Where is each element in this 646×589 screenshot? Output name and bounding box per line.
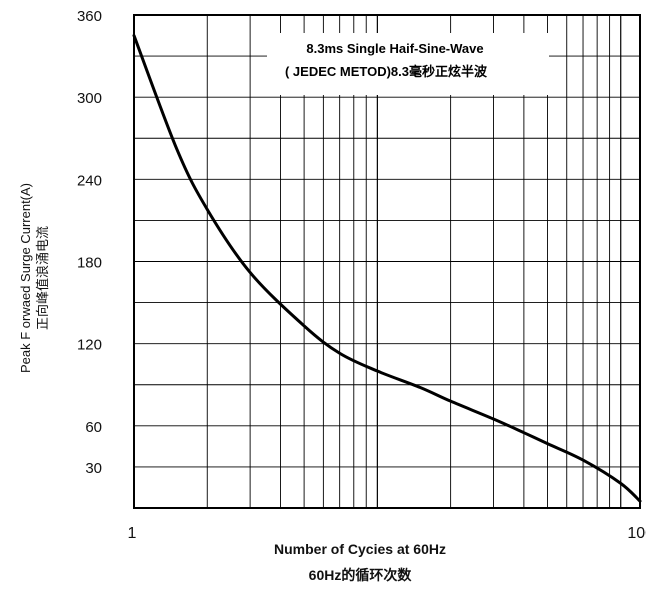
y-tick-label: 360 <box>77 8 102 25</box>
x-tick-labels: 1 100 <box>128 525 646 542</box>
y-tick-label: 300 <box>77 90 102 107</box>
plot-frame <box>133 14 641 509</box>
x-tick-label: 100 <box>627 525 646 542</box>
y-tick-label: 240 <box>77 172 102 189</box>
y-tick-label: 120 <box>77 337 102 354</box>
y-axis-label: Peak F orwaed Surge Current(A) 正向峰值浪涌电流 <box>6 128 62 428</box>
grid-lines <box>134 15 640 508</box>
y-tick-label: 60 <box>85 419 102 436</box>
chart-title-line-1: 8.3ms Single Haif-Sine-Wave <box>306 41 483 56</box>
chart-title-line-2: ( JEDEC METOD)8.3毫秒正炫半波 <box>285 64 488 79</box>
y-tick-label: 180 <box>77 255 102 272</box>
y-tick-labels: 30 60 120 180 240 300 360 <box>77 8 102 477</box>
y-tick-label: 30 <box>85 460 102 477</box>
x-tick-label: 1 <box>128 525 137 542</box>
x-axis-label-line-1: Number of Cycies at 60Hz <box>274 541 446 557</box>
x-axis-label-line-2: 60Hz的循环次数 <box>308 567 412 583</box>
y-axis-label-line-1: Peak F orwaed Surge Current(A) <box>18 182 33 374</box>
chart-title-box: 8.3ms Single Haif-Sine-Wave ( JEDEC METO… <box>267 33 549 95</box>
y-axis-label-line-2: 正向峰值浪涌电流 <box>35 226 50 331</box>
surge-current-curve <box>132 34 642 503</box>
